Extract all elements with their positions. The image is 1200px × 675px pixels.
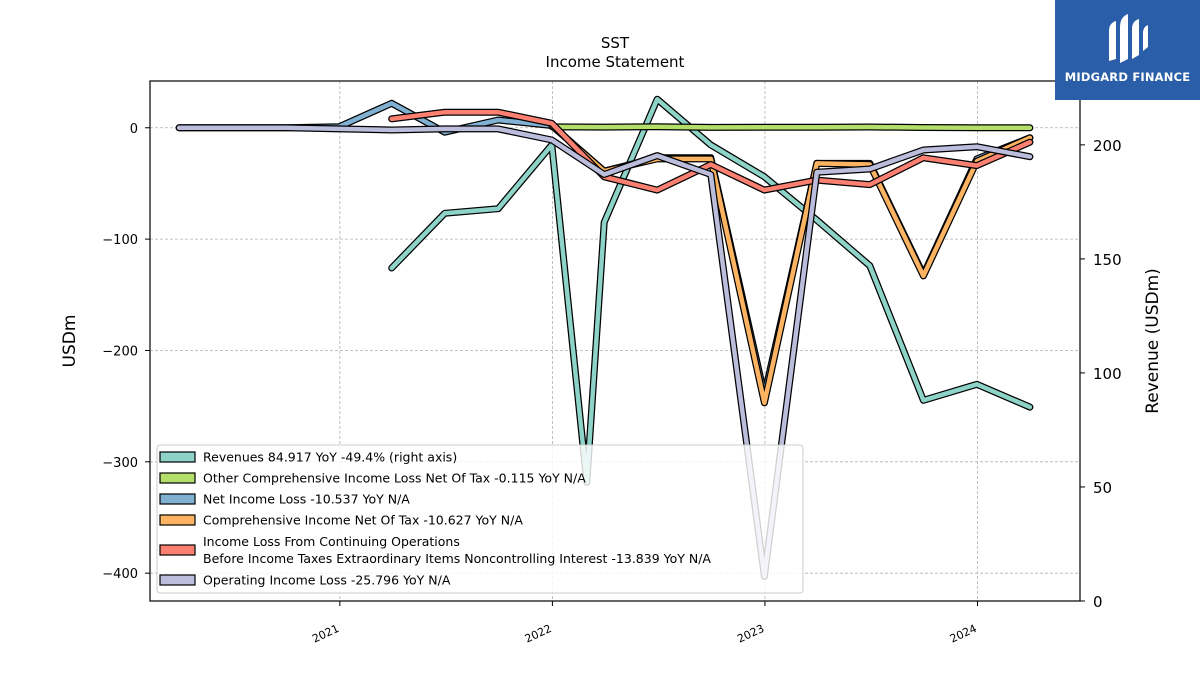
series-4: [388, 108, 1034, 194]
y-axis-right-label: Revenue (USDm): [1143, 268, 1163, 414]
legend-swatch: [159, 574, 196, 586]
series-line: [176, 125, 1033, 579]
series-1: [548, 123, 1034, 132]
series-0: [388, 95, 1034, 486]
series-layer: [175, 95, 1034, 580]
legend-swatch: [159, 451, 196, 463]
y-right-tick-label: 100: [1093, 365, 1122, 383]
legend-swatch: [159, 472, 196, 484]
x-tick-label: 2021: [310, 622, 341, 646]
y-tick-label: 0: [130, 122, 138, 137]
brand-name: MIDGARD FINANCE: [1064, 70, 1191, 84]
x-tick-label: 2022: [523, 622, 554, 646]
y-axis-label: USDm: [60, 315, 80, 368]
chart-subtitle: Income Statement: [546, 53, 685, 71]
y-right-tick-label: 200: [1093, 137, 1122, 155]
legend-label: Before Income Taxes Extraordinary Items …: [203, 551, 711, 566]
legend-label: Comprehensive Income Net Of Tax -10.627 …: [203, 513, 523, 528]
legend: Revenues 84.917 YoY -49.4% (right axis) O…: [156, 444, 804, 594]
legend-label: Net Income Loss -10.537 YoY N/A: [203, 492, 410, 507]
legend-label: Other Comprehensive Income Loss Net Of T…: [203, 471, 586, 486]
x-tick-label: 2024: [948, 622, 979, 646]
legend-label: Revenues 84.917 YoY -49.4% (right axis): [203, 450, 457, 465]
legend-swatch: [159, 544, 196, 556]
y-tick-label: −200: [102, 344, 138, 359]
brand-logo: MIDGARD FINANCE: [1055, 0, 1200, 100]
series-line: [550, 124, 1033, 131]
series-5: [175, 124, 1034, 580]
legend-swatch: [159, 514, 196, 526]
legend-label: Income Loss From Continuing Operations: [203, 534, 460, 549]
y-tick-label: −400: [102, 567, 138, 582]
y-right-tick-label: 50: [1093, 479, 1112, 497]
legend-box: [156, 444, 804, 594]
plot-frame: [149, 80, 1081, 602]
x-tick-label: 2023: [735, 622, 766, 646]
y-right-tick-label: 150: [1093, 251, 1122, 269]
midgard-logo-icon: [1109, 14, 1148, 63]
series-line: [389, 109, 1033, 193]
axis-ticks: 0 −100 −200 −300 −400 0 50 100 150 200 2021 2022 202…: [102, 122, 1121, 646]
y-right-tick-label: 0: [1093, 593, 1103, 611]
chart-title: SST: [601, 34, 630, 52]
y-tick-label: −100: [102, 233, 138, 248]
legend-swatch: [159, 493, 196, 505]
series-line: [389, 96, 1033, 485]
y-tick-label: −300: [102, 456, 138, 471]
legend-label: Operating Income Loss -25.796 YoY N/A: [203, 573, 451, 588]
